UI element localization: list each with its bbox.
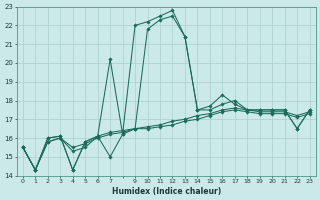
X-axis label: Humidex (Indice chaleur): Humidex (Indice chaleur) (112, 187, 221, 196)
